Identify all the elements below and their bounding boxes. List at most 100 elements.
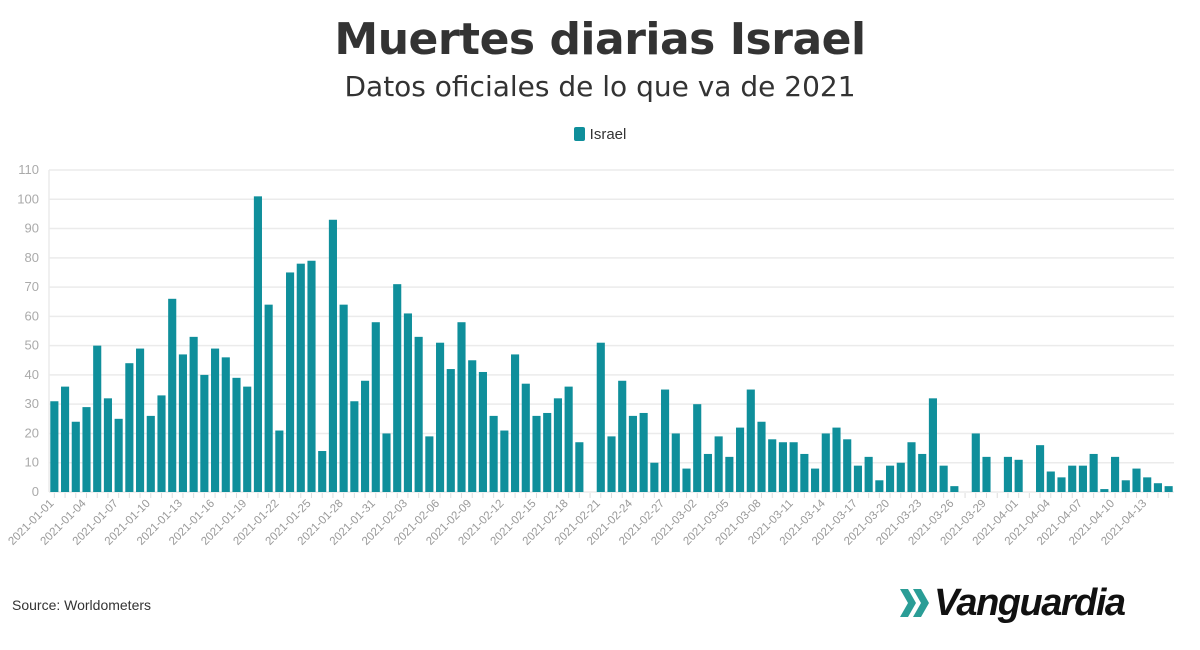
bar [1153,483,1162,492]
bar [350,401,359,492]
bar [896,462,905,492]
bar [1057,477,1066,492]
bar [886,465,895,492]
bar [403,313,412,492]
bar [639,412,648,492]
bar [768,439,777,492]
bar [628,415,637,492]
bar [71,421,80,492]
bar [950,486,959,492]
bar [543,412,552,492]
bar [82,407,91,492]
bar [243,386,252,492]
bar [436,342,445,492]
bar [746,389,755,492]
bar [928,398,937,492]
bar [307,260,316,492]
bar [114,418,123,492]
bar [757,421,766,492]
bar [1068,465,1077,492]
bar [939,465,948,492]
bar [971,433,980,492]
bar [157,395,166,492]
bar [682,468,691,492]
bar [575,442,584,492]
bar [478,371,487,492]
bar [361,380,370,492]
bar [178,354,187,492]
chevrons-icon [900,589,929,617]
bar [457,322,466,492]
bar [821,433,830,492]
bar [725,456,734,492]
bar [103,398,112,492]
y-tick-label: 100 [17,191,39,206]
bar [318,451,327,492]
bar [982,456,991,492]
y-tick-label: 110 [18,162,39,177]
bar [907,442,916,492]
vanguardia-logo: Vanguardia [898,580,1126,626]
bar [532,415,541,492]
bar [146,415,155,492]
y-tick-label: 10 [25,455,39,470]
bar [339,304,348,492]
bar [1014,459,1023,492]
y-tick-label: 60 [25,308,39,323]
legend: Israel [0,126,1200,143]
bar [1111,456,1120,492]
bar [50,401,59,492]
bar [500,430,509,492]
bar [425,436,434,492]
bar [1078,465,1087,492]
bar [864,456,873,492]
chart-title: Muertes diarias Israel [334,14,866,65]
bar [553,398,562,492]
bar [1164,486,1173,492]
bar [618,380,627,492]
source-note: Source: Worldometers [12,597,152,613]
bar [661,389,670,492]
bar [853,465,862,492]
bar [671,433,680,492]
bar [296,263,305,492]
y-tick-label: 70 [25,279,39,294]
bar [564,386,573,492]
y-tick-label: 50 [25,338,39,353]
bar [393,284,402,492]
bar [371,322,380,492]
bar [93,345,102,492]
bar [1121,480,1130,492]
y-tick-label: 40 [25,367,39,382]
bar [189,336,198,492]
bar [468,360,477,492]
bar [489,415,498,492]
y-tick-label: 30 [25,396,39,411]
bar [1089,453,1098,492]
bar [1143,477,1152,492]
bar [1003,456,1012,492]
bar [1046,471,1055,492]
bar [521,383,530,492]
bar [125,363,134,492]
bar [200,374,209,492]
bar [1036,445,1045,492]
chart-subtitle: Datos oficiales de lo que va de 2021 [344,70,856,103]
bar [511,354,520,492]
legend-label-israel: Israel [589,126,627,143]
bar-chart: 01020304050607080901001102021-01-012021-… [6,162,1174,548]
y-tick-label: 0 [32,484,39,499]
bar [1132,468,1141,492]
logo-wordmark: Vanguardia [934,581,1126,624]
bar [253,196,262,492]
bar [1100,489,1109,492]
bar [136,348,145,492]
bar [596,342,605,492]
bar [736,427,745,492]
y-tick-label: 90 [25,221,39,236]
bar [61,386,70,492]
bar [232,377,241,492]
bar [832,427,841,492]
bar [221,357,230,492]
bar [703,453,712,492]
